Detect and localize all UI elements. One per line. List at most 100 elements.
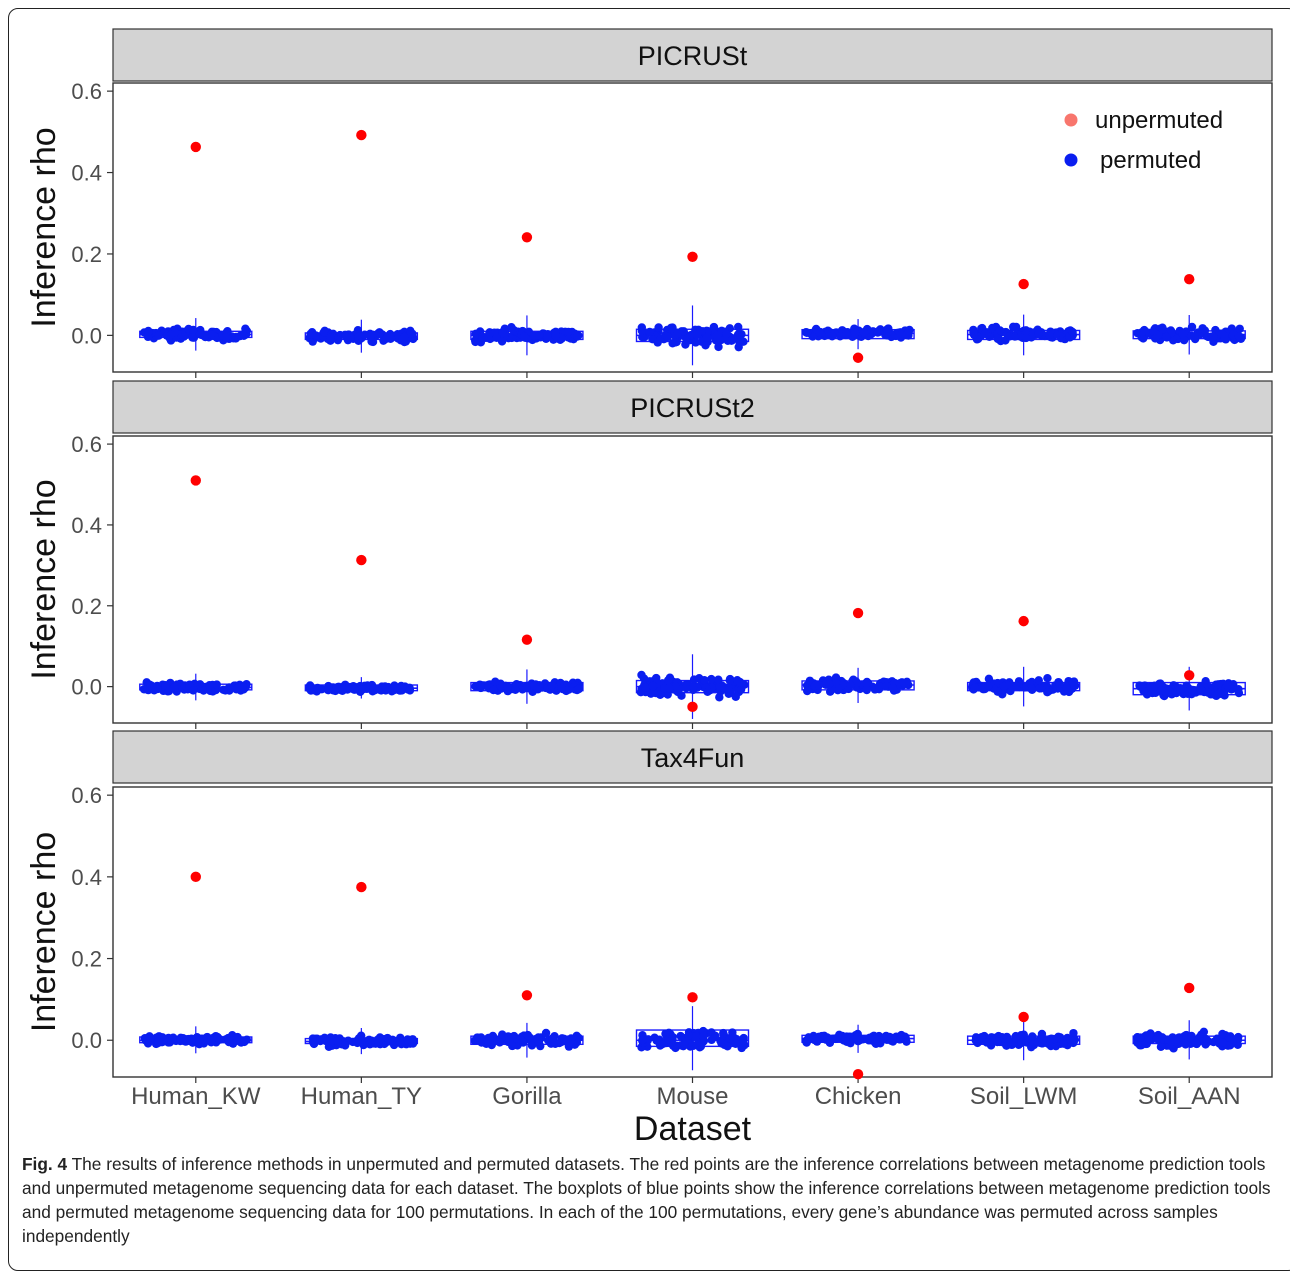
permuted-point <box>564 1039 574 1048</box>
permuted-point <box>737 1043 746 1053</box>
permuted-point <box>874 327 883 336</box>
permuted-point <box>739 337 748 346</box>
permuted-point <box>483 1037 493 1046</box>
permuted-point <box>327 1036 336 1045</box>
permuted-point <box>1139 686 1148 696</box>
permuted-point <box>899 678 909 688</box>
permuted-point <box>664 683 674 693</box>
x-axis-label: Dataset <box>634 1110 752 1148</box>
permuted-point <box>695 1043 704 1052</box>
unpermuted-point <box>356 129 367 141</box>
permuted-point <box>154 1038 164 1047</box>
permuted-point <box>707 1035 716 1045</box>
permuted-point <box>668 1041 678 1050</box>
permuted-point <box>1152 1034 1162 1044</box>
permuted-point <box>1223 681 1232 690</box>
permuted-point <box>519 332 529 341</box>
permuted-point <box>641 683 650 692</box>
permuted-point <box>824 679 834 689</box>
caption-label: Fig. 4 <box>22 1154 68 1174</box>
permuted-point <box>326 333 335 342</box>
permuted-point <box>1027 685 1037 694</box>
permuted-point <box>725 676 734 685</box>
permuted-point <box>310 1037 320 1047</box>
permuted-point <box>548 1034 557 1043</box>
permuted-point <box>529 681 539 690</box>
permuted-point <box>676 1031 685 1041</box>
x-tick-label: Human_KW <box>131 1083 261 1110</box>
permuted-point <box>731 692 740 702</box>
permuted-point <box>516 1035 525 1044</box>
permuted-point <box>993 687 1002 696</box>
permuted-point <box>338 684 348 693</box>
permuted-point <box>803 686 812 696</box>
permuted-point <box>827 332 837 341</box>
permuted-point <box>739 1036 748 1045</box>
facet-title: PICRUSt2 <box>630 393 755 423</box>
y-axis-label: Inference rho <box>25 127 63 327</box>
permuted-point <box>564 327 573 337</box>
permuted-point <box>825 1038 835 1047</box>
permuted-point <box>1043 688 1052 697</box>
permuted-point <box>1209 332 1218 342</box>
permuted-point <box>871 1035 880 1044</box>
permuted-point <box>511 685 520 694</box>
permuted-point <box>543 332 552 341</box>
permuted-point <box>1180 687 1189 696</box>
permuted-point <box>862 679 872 689</box>
permuted-point <box>1038 1034 1048 1044</box>
permuted-point <box>188 333 197 342</box>
permuted-point <box>896 1034 905 1044</box>
permuted-point <box>1034 329 1043 338</box>
permuted-point <box>221 333 231 342</box>
unpermuted-point <box>687 701 698 713</box>
permuted-point <box>733 322 743 332</box>
permuted-point <box>1191 1039 1201 1048</box>
permuted-point <box>874 682 884 691</box>
y-tick-label: 0.6 <box>71 432 102 457</box>
permuted-point <box>1178 329 1187 338</box>
permuted-point <box>214 1034 224 1044</box>
permuted-point <box>1215 689 1225 698</box>
permuted-point <box>154 331 163 340</box>
permuted-point <box>166 330 175 339</box>
permuted-point <box>1043 673 1052 683</box>
permuted-point <box>682 683 691 693</box>
unpermuted-point <box>1018 278 1029 290</box>
legend-label: unpermuted <box>1095 107 1223 134</box>
permuted-point <box>654 323 663 332</box>
permuted-point <box>1137 1040 1146 1050</box>
permuted-point <box>476 681 485 690</box>
permuted-point <box>187 1035 196 1045</box>
permuted-point <box>350 685 359 694</box>
unpermuted-point <box>521 232 533 243</box>
unpermuted-point <box>190 871 201 883</box>
permuted-point <box>712 331 722 341</box>
permuted-point <box>478 333 488 343</box>
permuted-point <box>189 686 198 695</box>
permuted-point <box>541 1028 551 1038</box>
permuted-point <box>189 325 198 335</box>
permuted-point <box>1027 1042 1036 1052</box>
permuted-point <box>390 683 399 692</box>
y-tick-label: 0.2 <box>71 947 102 972</box>
permuted-point <box>405 686 415 695</box>
unpermuted-point <box>687 992 698 1003</box>
permuted-point <box>305 684 314 693</box>
permuted-point <box>400 332 409 342</box>
permuted-point <box>1055 679 1064 689</box>
permuted-point <box>1059 1039 1068 1048</box>
permuted-point <box>238 683 247 693</box>
permuted-point <box>551 331 560 340</box>
permuted-point <box>233 1032 242 1042</box>
permuted-point <box>1136 1033 1145 1042</box>
permuted-point <box>846 681 855 690</box>
permuted-point <box>999 682 1009 691</box>
permuted-point <box>671 681 680 691</box>
permuted-point <box>356 1031 366 1040</box>
permuted-point <box>534 330 544 340</box>
permuted-point <box>972 335 982 344</box>
permuted-point <box>703 687 712 696</box>
permuted-point <box>1012 681 1021 691</box>
permuted-point <box>199 1034 208 1044</box>
